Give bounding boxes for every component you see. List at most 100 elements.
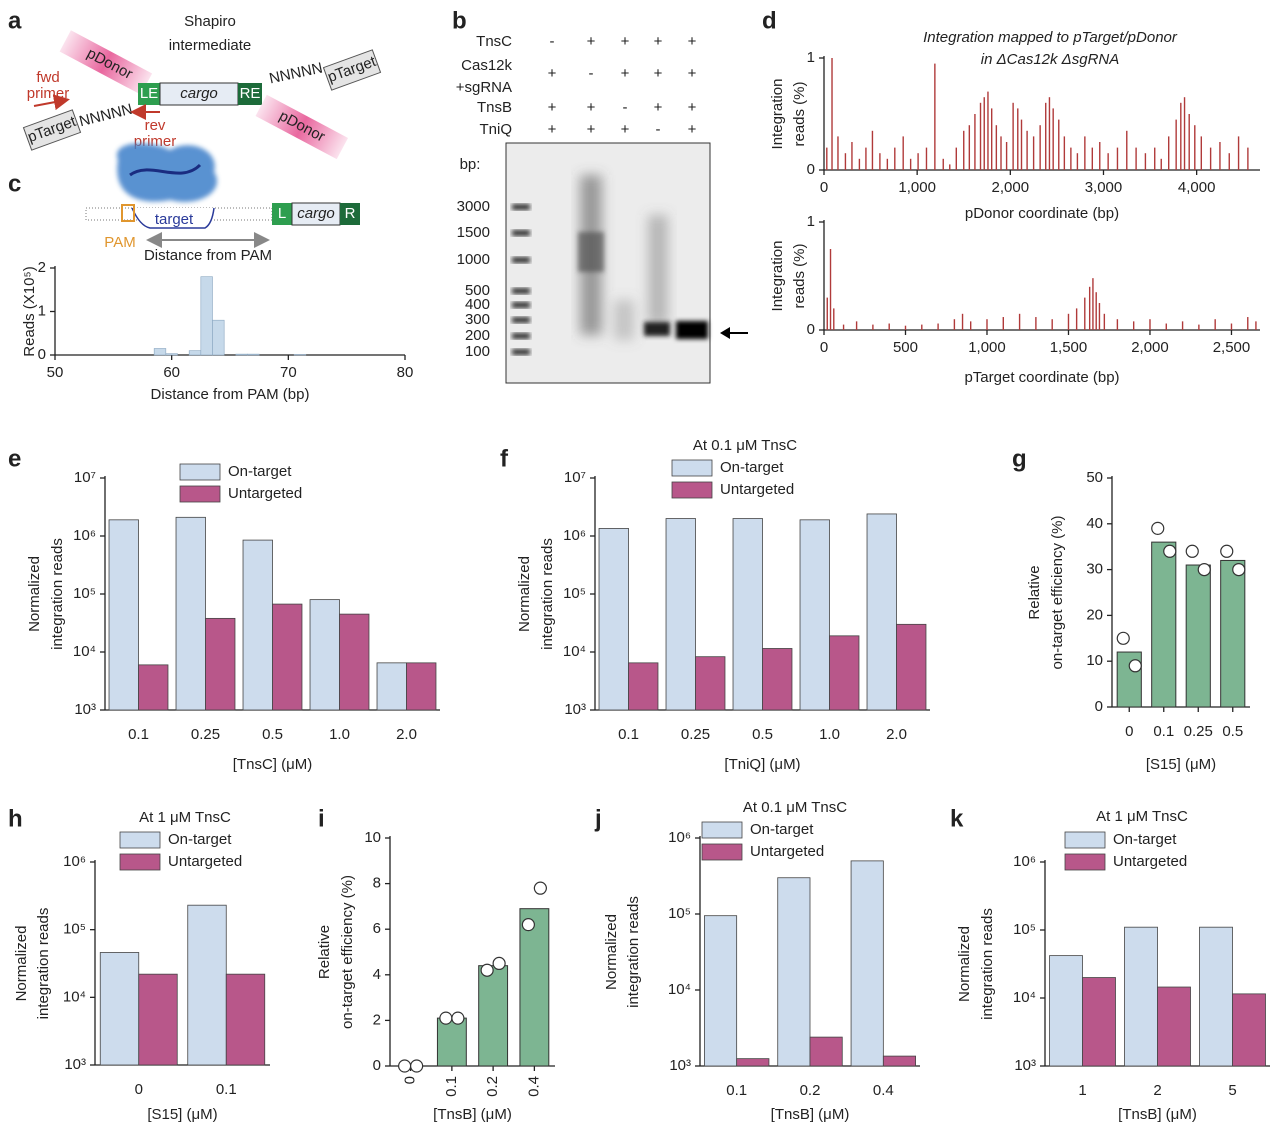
x-tick-label: 0.25 <box>1184 723 1213 740</box>
ladder-band <box>512 288 530 294</box>
bar <box>1124 926 1158 1067</box>
panel-letter: j <box>594 805 602 832</box>
bar <box>272 603 303 711</box>
bar <box>799 519 830 711</box>
sign: - <box>623 99 628 116</box>
diagram-title: Shapiro <box>184 13 236 30</box>
x-axis-label: [TnsB] (μM) <box>771 1106 850 1123</box>
y-tick-label: 0 <box>807 161 815 178</box>
bar <box>376 662 407 711</box>
y-tick-label: 0 <box>38 346 46 363</box>
y-tick-label: 30 <box>1086 561 1103 578</box>
x-axis-label: pTarget coordinate (bp) <box>964 369 1119 386</box>
sign: + <box>548 65 557 82</box>
sign: + <box>548 121 557 138</box>
legend-label: Untargeted <box>750 843 824 860</box>
y-axis-label: Normalized <box>26 556 43 632</box>
bar <box>187 904 227 1066</box>
y-tick-label: 0 <box>373 1057 381 1074</box>
le-label: LE <box>140 85 158 102</box>
bar <box>1049 955 1083 1067</box>
bar <box>138 664 169 711</box>
sign: + <box>548 99 557 116</box>
x-axis-label: Distance from PAM (bp) <box>151 386 310 403</box>
x-tick-label: 0.1 <box>443 1076 460 1097</box>
panel-letter: e <box>8 445 21 472</box>
data-point <box>1232 562 1246 577</box>
diagram-title: intermediate <box>169 37 252 54</box>
y-tick-label: 10⁶ <box>1013 853 1036 870</box>
target-box <box>22 109 82 151</box>
spacer: NNNNN <box>78 101 135 131</box>
bands <box>578 232 708 339</box>
bar <box>850 860 884 1067</box>
bar <box>165 353 178 356</box>
legend-swatch <box>671 459 713 477</box>
y-tick-label: 2 <box>38 259 46 276</box>
y-tick-label: 10³ <box>669 1057 691 1074</box>
legend-label: Untargeted <box>228 485 302 502</box>
ladder-band <box>512 349 530 355</box>
y-tick-label: 6 <box>373 920 381 937</box>
legend-label: On-target <box>750 821 814 838</box>
ladder-label: 100 <box>465 343 490 360</box>
x-tick-label: 500 <box>893 339 918 356</box>
x-axis-label: pDonor coordinate (bp) <box>965 205 1119 222</box>
ladder-label: 1000 <box>457 251 490 268</box>
ladder-label: 400 <box>465 296 490 313</box>
y-axis-label: on-target efficiency (%) <box>339 875 356 1029</box>
panel-letter: g <box>1012 445 1027 472</box>
sign: - <box>550 33 555 50</box>
chart: i 0 2 4 6 8 10 Relative on-target efficiency (%)… <box>316 805 555 1123</box>
gel-image <box>505 142 711 384</box>
arrowhead <box>720 327 730 339</box>
diagram-c: c target PAM L cargo R Distance from PAM <box>8 143 360 264</box>
data-point <box>451 1011 465 1025</box>
right-label: R <box>345 205 356 222</box>
bar <box>695 656 726 711</box>
y-tick-label: 1 <box>38 302 46 319</box>
sign: + <box>688 121 697 138</box>
sign: + <box>654 65 663 82</box>
x-tick-label: 0.5 <box>752 726 773 743</box>
x-tick-label: 0.2 <box>484 1076 501 1097</box>
x-tick-label: 80 <box>397 364 414 381</box>
y-axis-label: Relative <box>316 925 333 979</box>
bar <box>406 662 437 711</box>
bar <box>665 518 696 711</box>
bar <box>175 516 206 711</box>
x-tick-label: 70 <box>280 364 297 381</box>
panel-letter: f <box>500 445 509 472</box>
pam-box <box>121 204 135 222</box>
bar <box>736 1058 770 1067</box>
ladder-band <box>512 317 530 323</box>
bar <box>309 599 340 711</box>
y-tick-label: 10⁶ <box>668 829 691 846</box>
x-tick-label: 2.0 <box>886 726 907 743</box>
primer-arrow <box>33 94 70 111</box>
bar <box>225 973 266 1066</box>
x-tick-label: 60 <box>163 364 180 381</box>
bar <box>247 353 260 356</box>
x-tick-label: 0.5 <box>262 726 283 743</box>
y-axis-label: integration reads <box>35 908 52 1020</box>
pam-label: PAM <box>104 234 135 251</box>
y-axis-label: Integration <box>769 241 786 312</box>
y-axis-label: integration reads <box>539 538 556 650</box>
data-point <box>492 956 506 971</box>
y-tick-label: 10 <box>1086 652 1103 669</box>
band <box>644 322 670 336</box>
y-tick-label: 10⁷ <box>74 469 96 486</box>
x-tick-label: 0 <box>1125 723 1133 740</box>
x-tick-label: 0 <box>820 339 828 356</box>
x-tick-label: 0.5 <box>1222 723 1243 740</box>
cargo-label: cargo <box>180 85 218 102</box>
ladder-band <box>512 257 530 263</box>
band <box>676 321 708 339</box>
data-point <box>521 918 535 932</box>
x-tick-label: 2,000 <box>992 179 1030 196</box>
chart: f 10³ 10⁴ 10⁵ 10⁶ 10⁷ Normalized integration re… <box>500 437 930 773</box>
